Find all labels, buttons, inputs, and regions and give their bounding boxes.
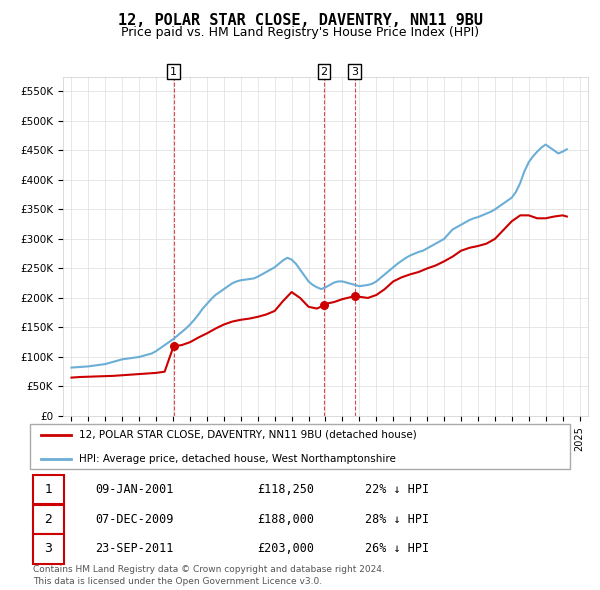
Text: This data is licensed under the Open Government Licence v3.0.: This data is licensed under the Open Gov…: [33, 577, 322, 586]
Text: 26% ↓ HPI: 26% ↓ HPI: [365, 542, 429, 556]
Text: 22% ↓ HPI: 22% ↓ HPI: [365, 483, 429, 496]
Text: 1: 1: [44, 483, 52, 496]
Text: £118,250: £118,250: [257, 483, 314, 496]
FancyBboxPatch shape: [30, 424, 570, 469]
Text: £188,000: £188,000: [257, 513, 314, 526]
Text: 3: 3: [351, 67, 358, 77]
Text: 1: 1: [170, 67, 177, 77]
Point: [169, 342, 178, 351]
Text: 2: 2: [320, 67, 328, 77]
FancyBboxPatch shape: [33, 474, 64, 504]
Text: 2: 2: [44, 513, 52, 526]
Text: 12, POLAR STAR CLOSE, DAVENTRY, NN11 9BU (detached house): 12, POLAR STAR CLOSE, DAVENTRY, NN11 9BU…: [79, 430, 416, 440]
Point: [350, 291, 359, 301]
Text: 3: 3: [44, 542, 52, 556]
Text: 28% ↓ HPI: 28% ↓ HPI: [365, 513, 429, 526]
FancyBboxPatch shape: [33, 535, 64, 563]
FancyBboxPatch shape: [33, 504, 64, 533]
Text: 12, POLAR STAR CLOSE, DAVENTRY, NN11 9BU: 12, POLAR STAR CLOSE, DAVENTRY, NN11 9BU: [118, 13, 482, 28]
Text: HPI: Average price, detached house, West Northamptonshire: HPI: Average price, detached house, West…: [79, 454, 395, 464]
Text: £203,000: £203,000: [257, 542, 314, 556]
Text: Contains HM Land Registry data © Crown copyright and database right 2024.: Contains HM Land Registry data © Crown c…: [33, 565, 385, 574]
Text: 07-DEC-2009: 07-DEC-2009: [95, 513, 173, 526]
Point: [319, 300, 329, 310]
Text: 23-SEP-2011: 23-SEP-2011: [95, 542, 173, 556]
Text: Price paid vs. HM Land Registry's House Price Index (HPI): Price paid vs. HM Land Registry's House …: [121, 26, 479, 39]
Text: 09-JAN-2001: 09-JAN-2001: [95, 483, 173, 496]
